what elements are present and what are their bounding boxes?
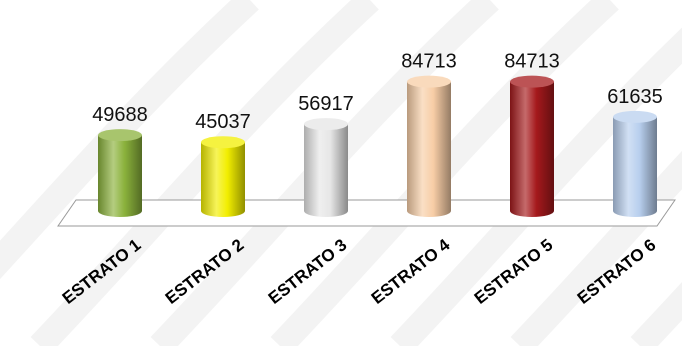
bar-body [510, 81, 554, 217]
data-label-6: 61635 [607, 86, 663, 108]
data-label-2: 45037 [195, 111, 251, 133]
bar-3 [304, 118, 348, 217]
bar-top [98, 129, 142, 142]
bar-top [304, 118, 348, 131]
bar-body [98, 135, 142, 217]
bar-body [304, 124, 348, 217]
data-label-5: 84713 [504, 51, 560, 73]
bar-1 [98, 129, 142, 217]
bar-6 [613, 110, 657, 217]
bar-top [407, 75, 451, 88]
background-stripe [510, 150, 682, 346]
bar-top [201, 136, 245, 149]
background-stripe [390, 27, 682, 346]
data-label-1: 49688 [92, 104, 148, 126]
bar-5 [510, 75, 554, 217]
bar-body [407, 81, 451, 217]
bar-body [201, 142, 245, 217]
bar-top [510, 75, 554, 88]
bar-top [613, 110, 657, 123]
bar-4 [407, 75, 451, 217]
background-stripe [0, 0, 259, 280]
data-label-3: 56917 [298, 93, 354, 115]
data-label-4: 84713 [401, 51, 457, 73]
bar-body [613, 116, 657, 217]
bar-2 [201, 136, 245, 217]
chart-floor [57, 199, 676, 227]
